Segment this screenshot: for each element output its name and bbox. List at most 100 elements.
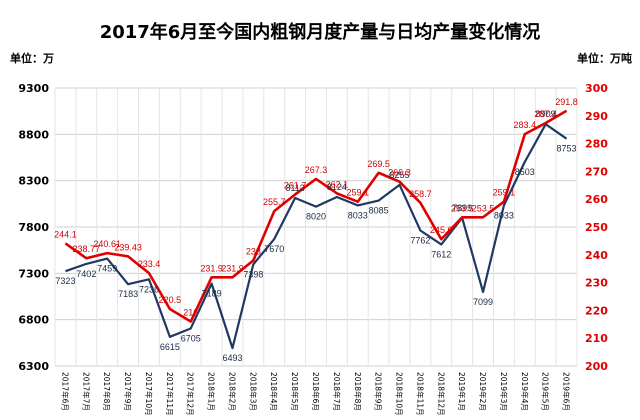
left-tick-label: 6800: [18, 314, 49, 327]
data-label-monthly: 7099: [473, 297, 493, 307]
x-tick-label: 2017年10月: [144, 372, 154, 416]
right-tick-label: 210: [585, 332, 608, 345]
series-line-crude-steel-monthly: [65, 123, 568, 350]
x-tick-label: 2017年12月: [186, 372, 196, 416]
data-label-monthly: 7459: [97, 264, 117, 274]
data-label-daily: 231.9: [200, 263, 223, 273]
x-tick-label: 2018年7月: [332, 372, 342, 411]
data-label-monthly: 8085: [369, 206, 389, 216]
data-label-daily: 255.7: [263, 197, 286, 207]
x-tick-label: 2018年1月: [207, 372, 217, 411]
left-axis-ticks: 6300 6800 7300 7800 8300 8800 9300: [18, 82, 49, 373]
x-tick-label: 2017年9月: [123, 372, 133, 411]
data-label-daily: 262.1: [326, 179, 349, 189]
x-tick-label: 2019年4月: [520, 372, 530, 411]
data-label-daily: 253.5: [472, 203, 495, 213]
data-label-monthly: 8033: [494, 210, 514, 220]
data-label-monthly: 6705: [181, 333, 201, 343]
left-tick-label: 8800: [18, 128, 49, 141]
x-tick-label: 2018年2月: [227, 372, 237, 411]
data-label-monthly: 7323: [55, 276, 75, 286]
right-tick-label: 300: [585, 82, 608, 95]
data-label-daily: 283.4: [514, 120, 537, 130]
data-label-daily: 233.4: [138, 259, 161, 269]
gridlines: [54, 87, 578, 367]
data-label-daily: 258.7: [409, 189, 432, 199]
series-lines: [64, 109, 568, 350]
data-label-monthly: 7762: [410, 236, 430, 246]
right-tick-label: 270: [585, 165, 608, 178]
x-tick-label: 2018年6月: [311, 372, 321, 411]
x-tick-label: 2017年6月: [60, 372, 70, 411]
x-tick-label: 2019年3月: [499, 372, 509, 411]
data-label-daily: 267.3: [305, 165, 328, 175]
data-label-daily: 253.5: [451, 203, 474, 213]
data-label-daily: 245.6: [430, 225, 453, 235]
left-tick-label: 7300: [18, 267, 49, 280]
data-label-daily: 240.61: [93, 239, 121, 249]
data-label-monthly: 8020: [306, 212, 326, 222]
data-label-daily: 291.8: [555, 97, 578, 107]
x-tick-label: 2018年5月: [290, 372, 300, 411]
data-label-monthly: 8753: [557, 144, 577, 154]
data-label-daily: 216: [183, 308, 198, 318]
right-tick-label: 250: [585, 221, 608, 234]
x-tick-label: 2017年8月: [102, 372, 112, 411]
x-tick-label: 2018年11月: [415, 372, 425, 416]
left-tick-label: 9300: [18, 82, 49, 95]
right-tick-label: 230: [585, 277, 608, 290]
left-tick-label: 8300: [18, 175, 49, 188]
left-axis-unit: 单位：万: [10, 51, 54, 65]
data-label-daily: 261.7: [284, 180, 307, 190]
x-tick-label: 2018年3月: [248, 372, 258, 411]
left-tick-label: 6300: [18, 360, 49, 373]
data-label-daily: 244.1: [54, 229, 77, 239]
data-label-monthly: 8909: [536, 109, 556, 119]
data-label-monthly: 6493: [222, 353, 242, 363]
data-label-daily: 266.3: [388, 168, 411, 178]
data-label-monthly: 6615: [160, 342, 180, 352]
data-label-daily: 231.9: [221, 263, 244, 273]
right-tick-label: 280: [585, 138, 608, 151]
data-label-monthly: 8124: [327, 182, 347, 192]
data-label-monthly: 7670: [264, 244, 284, 254]
data-label-monthly: 7183: [118, 289, 138, 299]
x-tick-label: 2018年4月: [269, 372, 279, 411]
data-label-daily: 269.5: [367, 159, 390, 169]
data-label-monthly: 7612: [431, 249, 451, 259]
x-tick-label: 2019年5月: [541, 372, 551, 411]
right-tick-label: 200: [585, 360, 608, 373]
series-line-daily-average: [64, 109, 568, 323]
data-label-monthly: 8503: [515, 167, 535, 177]
data-label-daily: 239.43: [114, 242, 142, 252]
chart-title: 2017年6月至今国内粗钢月度产量与日均产量变化情况: [100, 21, 541, 43]
right-tick-label: 260: [585, 193, 608, 206]
data-label-monthly: 8113: [285, 183, 304, 193]
x-tick-label: 2017年7月: [81, 372, 91, 411]
data-label-monthly: 8255: [390, 170, 410, 180]
data-label-monthly: 7398: [243, 269, 263, 279]
right-axis-unit: 单位：万吨: [577, 51, 632, 65]
right-tick-label: 220: [585, 304, 608, 317]
x-tick-label: 2018年9月: [374, 372, 384, 411]
x-tick-label: 2019年2月: [478, 372, 488, 411]
x-tick-label: 2019年6月: [562, 372, 572, 411]
data-label-daily: 220.5: [159, 295, 182, 305]
right-axis-ticks: 200 210 220 230 240 250 260 270 280 290 300: [585, 82, 608, 373]
data-label-monthly: 7189: [202, 289, 222, 299]
x-tick-label: 2018年8月: [353, 372, 363, 411]
right-tick-label: 240: [585, 249, 608, 262]
data-label-monthly: 8033: [348, 210, 368, 220]
left-tick-label: 7800: [18, 221, 49, 234]
data-label-daily: 238: [246, 246, 261, 256]
x-axis-ticks: 2017年6月 2017年7月 2017年8月 2017年9月 2017年10月 2017…: [60, 372, 571, 416]
x-tick-label: 2017年11月: [165, 372, 175, 416]
data-label-daily: 259.1: [346, 188, 369, 198]
data-label-daily: 259.1: [493, 188, 516, 198]
data-label-daily: 238.77: [73, 244, 101, 254]
data-label-monthly: 7402: [76, 269, 96, 279]
right-tick-label: 290: [585, 110, 608, 123]
data-label-daily: 287.4: [534, 109, 557, 119]
